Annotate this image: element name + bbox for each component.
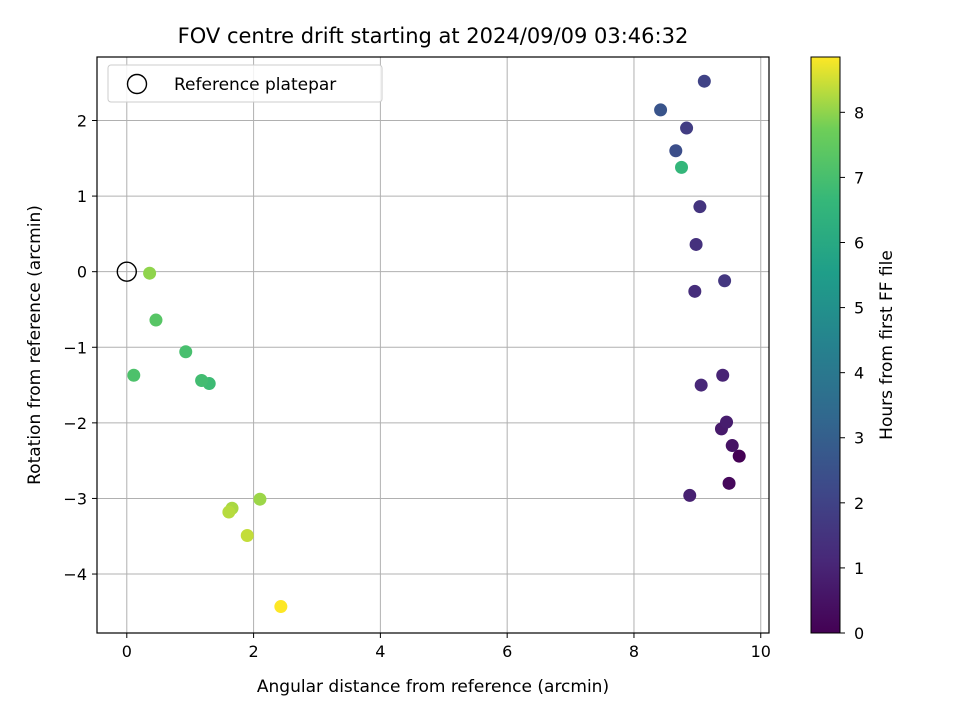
y-tick-label: 0 bbox=[77, 263, 87, 282]
data-point bbox=[693, 200, 707, 214]
data-point bbox=[654, 103, 668, 117]
colorbar-tick-label: 1 bbox=[854, 559, 864, 578]
data-point bbox=[669, 144, 683, 158]
reference-platepar-marker bbox=[116, 261, 137, 282]
data-point bbox=[253, 492, 267, 506]
y-tick-label: −4 bbox=[63, 565, 87, 584]
data-point bbox=[195, 374, 209, 388]
data-point bbox=[680, 121, 694, 135]
legend-circle-icon bbox=[126, 73, 148, 95]
data-point bbox=[240, 528, 254, 542]
legend-box bbox=[107, 64, 383, 103]
colorbar-tick-label: 0 bbox=[854, 624, 864, 643]
y-tick-label: −1 bbox=[63, 338, 87, 357]
data-points bbox=[127, 74, 746, 614]
colorbar bbox=[810, 56, 841, 634]
data-point bbox=[720, 415, 734, 429]
data-point bbox=[683, 488, 697, 502]
x-axis-ticks: 0 2 4 6 8 10 bbox=[122, 633, 771, 661]
x-tick-label: 4 bbox=[375, 642, 385, 661]
legend: Reference platepar bbox=[107, 64, 383, 103]
data-point bbox=[732, 449, 746, 463]
x-tick-label: 0 bbox=[122, 642, 132, 661]
data-point bbox=[694, 378, 708, 392]
data-point bbox=[688, 284, 702, 298]
y-tick-label: 1 bbox=[77, 187, 87, 206]
x-tick-label: 2 bbox=[248, 642, 258, 661]
data-point bbox=[716, 368, 730, 382]
data-point bbox=[675, 160, 689, 174]
chart-title: FOV centre drift starting at 2024/09/09 … bbox=[178, 24, 689, 48]
data-point bbox=[689, 237, 703, 251]
legend-entry-label: Reference platepar bbox=[174, 75, 336, 95]
x-axis-label: Angular distance from reference (arcmin) bbox=[257, 677, 609, 697]
colorbar-tick-label: 8 bbox=[854, 103, 864, 122]
colorbar-tick-label: 6 bbox=[854, 233, 864, 252]
data-point bbox=[274, 600, 288, 614]
data-point bbox=[127, 368, 141, 382]
plot-frame bbox=[96, 56, 770, 634]
data-point bbox=[722, 476, 736, 490]
data-point bbox=[222, 505, 236, 519]
colorbar-tick-label: 7 bbox=[854, 168, 864, 187]
data-point bbox=[143, 266, 157, 280]
y-tick-label: 2 bbox=[77, 111, 87, 130]
colorbar-tick-label: 4 bbox=[854, 364, 864, 383]
data-point bbox=[697, 74, 711, 88]
colorbar-tick-label: 3 bbox=[854, 429, 864, 448]
colorbar-ticks: 0 1 2 3 4 5 6 7 8 bbox=[840, 103, 864, 643]
y-tick-label: −3 bbox=[63, 489, 87, 508]
x-tick-label: 8 bbox=[629, 642, 639, 661]
colorbar-tick-label: 2 bbox=[854, 494, 864, 513]
grid-lines bbox=[97, 57, 769, 633]
x-tick-label: 10 bbox=[751, 642, 771, 661]
data-point bbox=[718, 274, 732, 288]
data-point bbox=[179, 345, 193, 359]
y-axis-label: Rotation from reference (arcmin) bbox=[25, 205, 45, 485]
y-axis-ticks: −4 −3 −2 −1 0 1 2 bbox=[63, 111, 97, 584]
data-point bbox=[149, 313, 163, 327]
colorbar-label: Hours from first FF file bbox=[877, 250, 897, 440]
reference-marker-group bbox=[116, 261, 137, 282]
colorbar-tick-label: 5 bbox=[854, 299, 864, 318]
y-tick-label: −2 bbox=[63, 414, 87, 433]
x-tick-label: 6 bbox=[502, 642, 512, 661]
data-point bbox=[725, 439, 739, 453]
